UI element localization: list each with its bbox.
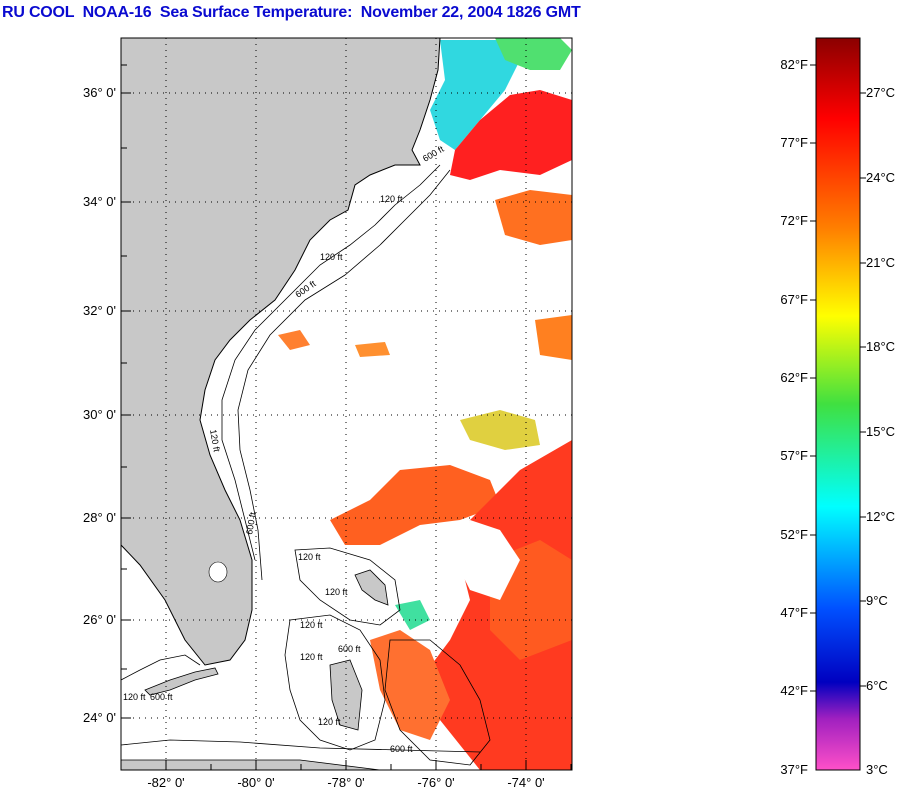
- sst-patch-gulfstream-north: [450, 90, 572, 180]
- colorbar-c-label: 15°C: [866, 424, 896, 439]
- sst-patches: [278, 38, 572, 770]
- land-bahamas-abaco: [354, 569, 389, 606]
- graticule: [121, 38, 572, 770]
- contour-label: 600 ft: [390, 744, 413, 754]
- bathymetry-contours: [121, 164, 491, 766]
- lon-label: -76° 0': [417, 775, 455, 790]
- lat-label: 26° 0': [83, 612, 116, 627]
- contour-bahamas-bank-2: [284, 614, 386, 751]
- colorbar-c-label: 21°C: [866, 255, 896, 270]
- colorbar-f-label: 47°F: [780, 605, 808, 620]
- contour-bahamas-bank-1: [294, 547, 401, 626]
- sst-patch-mid-green: [460, 410, 540, 450]
- lat-label: 32° 0': [83, 303, 116, 318]
- colorbar-f-label: 72°F: [780, 213, 808, 228]
- lon-label: -74° 0': [507, 775, 545, 790]
- contour-label: 600 ft: [150, 692, 173, 702]
- contour-120ft-shelf: [221, 164, 441, 561]
- lake-okeechobee: [208, 561, 228, 583]
- contour-label: 120 ft: [300, 652, 323, 662]
- contour-label: 120 ft: [123, 692, 146, 702]
- contour-label: 120 ft: [318, 717, 341, 727]
- land-us-coast: [121, 38, 441, 666]
- contour-label: 600 ft: [244, 511, 258, 535]
- colorbar-f-label: 57°F: [780, 448, 808, 463]
- lat-label: 24° 0': [83, 710, 116, 725]
- colorbar-c-label: 18°C: [866, 339, 896, 354]
- colorbar-f-label: 42°F: [780, 683, 808, 698]
- contour-label: 120 ft: [298, 552, 321, 562]
- lon-label: -78° 0': [327, 775, 365, 790]
- colorbar-f-label: 77°F: [780, 135, 808, 150]
- map-ticks: [121, 64, 572, 770]
- contour-keys: [121, 654, 201, 681]
- sst-patch-bahamas-green: [395, 600, 430, 630]
- land-bahamas-andros: [329, 659, 363, 731]
- lat-label: 34° 0': [83, 194, 116, 209]
- contour-600ft-shelf: [237, 169, 451, 581]
- sst-patch-hatteras-cool: [430, 40, 520, 150]
- contour-label: 120 ft: [300, 620, 323, 630]
- sst-patch-central-orange: [330, 465, 500, 545]
- contour-label: 120 ft: [320, 252, 343, 262]
- colorbar-c-label: 6°C: [866, 678, 888, 693]
- sst-patch-east-mid: [535, 315, 572, 360]
- contour-label: 120 ft: [325, 587, 348, 597]
- contour-bahamas-bank-3: [384, 639, 491, 766]
- land-cuba-edge: [121, 759, 381, 770]
- colorbar-c-label: 3°C: [866, 762, 888, 777]
- lat-label: 36° 0': [83, 85, 116, 100]
- lon-label: -80° 0': [237, 775, 275, 790]
- sst-patch-bahamas-orange: [370, 630, 450, 740]
- contour-cuba: [121, 739, 481, 753]
- colorbar-f-label: 62°F: [780, 370, 808, 385]
- colorbar-ticks: [810, 64, 866, 692]
- page-title: RU COOL NOAA-16 Sea Surface Temperature:…: [2, 4, 581, 21]
- sst-patch-white-cloud: [455, 520, 520, 600]
- sst-patch-small-1: [278, 330, 310, 350]
- sst-patch-north-green: [495, 38, 572, 70]
- colorbar-f-label: 37°F: [780, 762, 808, 777]
- contour-label: 120 ft: [380, 194, 403, 204]
- lat-label: 30° 0': [83, 407, 116, 422]
- land-florida-keys: [144, 667, 219, 696]
- lat-label: 28° 0': [83, 510, 116, 525]
- colorbar-c-label: 12°C: [866, 509, 896, 524]
- colorbar-f-label: 67°F: [780, 292, 808, 307]
- sst-patch-small-2: [355, 342, 390, 357]
- lon-label: -82° 0': [147, 775, 185, 790]
- colorbar-f-label: 82°F: [780, 57, 808, 72]
- contour-label: 120 ft: [208, 429, 222, 453]
- colorbar-f-label: 52°F: [780, 527, 808, 542]
- colorbar-c-label: 9°C: [866, 593, 888, 608]
- colorbar-c-label: 24°C: [866, 170, 896, 185]
- colorbar: [815, 37, 861, 771]
- sst-patch-north-orange: [495, 190, 572, 245]
- colorbar-c-label: 27°C: [866, 85, 896, 100]
- contour-label: 600 ft: [338, 644, 361, 654]
